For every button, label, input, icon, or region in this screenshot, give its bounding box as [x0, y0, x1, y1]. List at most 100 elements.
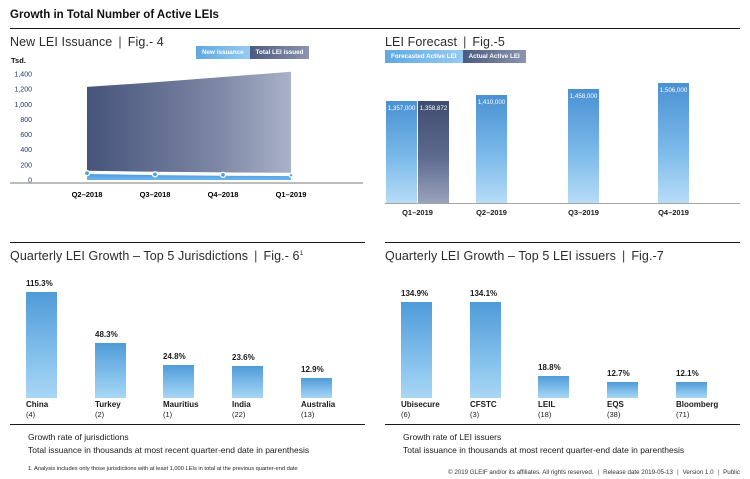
fig7-fig-number: Fig.-7 — [631, 249, 664, 263]
fig6-bottom-divider-line — [10, 424, 365, 425]
document-footer: © 2019 GLEIF and/or its affiliates. All … — [385, 469, 740, 476]
category-label: India (22) — [232, 400, 251, 419]
category-total: (4) — [26, 410, 36, 419]
bar-percentage-label: 115.3% — [26, 279, 53, 288]
category-name: Ubisecure — [401, 400, 440, 409]
bar-percentage-label: 134.1% — [470, 289, 498, 299]
category-label: Bloomberg (71) — [676, 400, 718, 419]
forecast-bar: 1,357,000 — [386, 101, 417, 203]
copyright-text: © 2019 GLEIF and/or its affiliates. All … — [448, 469, 594, 477]
bar-percentage-label: 23.6% — [232, 352, 255, 362]
bar-value-label: 1,357,000 — [387, 105, 416, 112]
category-name: LEIL — [538, 400, 556, 409]
x-axis-label: Q4–2019 — [658, 208, 689, 217]
y-axis-tick-label: 600 — [20, 132, 32, 139]
category-label: Mauritius (1) — [163, 400, 199, 419]
y-axis-unit-label: Tsd. — [11, 56, 26, 65]
y-axis-tick-label: 0 — [28, 178, 32, 185]
growth-bar — [163, 364, 194, 398]
fig4-fig-number: Fig.- 4 — [127, 35, 164, 49]
top-charts-row: New LEI Issuance | Fig.- 4 New issuance To… — [0, 29, 750, 242]
fig4-panel: New LEI Issuance | Fig.- 4 New issuance To… — [10, 29, 365, 242]
y-axis-tick-label: 1,400 — [14, 72, 32, 79]
fig6-panel: Quarterly LEI Growth – Top 5 Jurisdictio… — [10, 242, 365, 476]
fig4-title: New LEI Issuance | Fig.- 4 — [10, 35, 365, 49]
fig7-title: Quarterly LEI Growth – Top 5 LEI issuers… — [385, 249, 740, 263]
growth-bar — [676, 382, 707, 398]
bar-percentage-label: 12.1% — [676, 369, 699, 379]
fig7-category-labels: Ubisecure (6) CFSTC (3) LEIL (18) EQS (38) Bloom… — [385, 398, 740, 424]
growth-bar — [401, 302, 432, 398]
bar-value-label: 1,358,872 — [419, 104, 448, 112]
footer-divider: | — [676, 469, 679, 477]
fig5-panel: LEI Forecast | Fig.-5 Forecasted Active LE… — [385, 29, 740, 242]
footer-divider: | — [597, 469, 600, 477]
total-lei-issued-area — [87, 71, 291, 173]
x-axis-label: Q2–2018 — [72, 190, 103, 199]
fig6-note-line: Growth rate of jurisdictions — [28, 432, 129, 442]
category-total: (3) — [470, 410, 480, 419]
category-total: (38) — [607, 410, 621, 419]
fig6-fig-number: Fig.- 6 — [263, 249, 300, 263]
fig7-panel: Quarterly LEI Growth – Top 5 LEI issuers… — [385, 242, 740, 476]
new-lei-issuance-area-chart: Tsd. 0 200 400 600 800 1,000 1,200 1,400 Q2–201… — [10, 56, 363, 199]
fig6-footnote: 1. Analysis includes only those jurisdic… — [28, 466, 298, 473]
fig6-title-text: Quarterly LEI Growth – Top 5 Jurisdictio… — [10, 249, 249, 263]
y-axis-tick-label: 400 — [20, 147, 32, 154]
new-issuance-line — [86, 172, 292, 177]
bar-percentage-label: 12.7% — [607, 368, 630, 378]
section-divider-line — [385, 242, 740, 243]
title-divider: | — [254, 249, 258, 263]
fig5-title-text: LEI Forecast — [385, 35, 458, 49]
fig5-fig-number: Fig.-5 — [472, 35, 505, 49]
new-issuance-marker — [83, 170, 91, 177]
fig6-title: Quarterly LEI Growth – Top 5 Jurisdictio… — [10, 249, 365, 263]
fig5-x-axis-labels: Q1–2019 Q2–2019 Q3–2019 Q4–2019 — [385, 204, 740, 220]
y-axis-ticks: 0 200 400 600 800 1,000 1,200 1,400 — [14, 72, 32, 185]
header-divider-line — [10, 28, 740, 29]
y-axis-tick-label: 200 — [20, 162, 32, 169]
category-total: (2) — [95, 410, 105, 419]
bottom-charts-row: Quarterly LEI Growth – Top 5 Jurisdictio… — [0, 242, 750, 476]
report-header: Growth in Total Number of Active LEIs — [0, 0, 750, 29]
category-name: Australia — [301, 400, 336, 409]
bar-value-label: 1,506,000 — [659, 87, 688, 95]
new-issuance-area — [87, 173, 291, 180]
x-axis-label: Q2–2019 — [476, 208, 507, 217]
growth-bar — [26, 292, 57, 398]
title-divider: | — [621, 249, 626, 263]
category-name: India — [232, 400, 251, 409]
x-axis-label: Q1–2019 — [276, 190, 307, 199]
growth-bar — [470, 302, 501, 398]
category-label: LEIL (18) — [538, 400, 555, 419]
fig6-category-labels: China (4) Turkey (2) Mauritius (1) India (22) Au… — [10, 398, 365, 424]
x-axis-label: Q4–2018 — [208, 190, 239, 199]
category-name: Turkey — [95, 400, 121, 409]
category-name: CFSTC — [470, 400, 497, 409]
bar-percentage-label: 24.8% — [163, 351, 186, 361]
fig6-notes: Growth rate of jurisdictions Total issua… — [28, 431, 365, 457]
category-label: Turkey (2) — [95, 400, 121, 419]
section-divider-line — [10, 242, 365, 243]
actual-bar: 1,358,872 — [418, 100, 449, 203]
fig5-legend: Forecasted Active LEI Actual Active LEI — [385, 50, 526, 63]
category-label: Ubisecure (6) — [401, 400, 440, 419]
category-total: (6) — [401, 410, 411, 419]
page-title: Growth in Total Number of Active LEIs — [10, 9, 219, 21]
forecast-bar: 1,410,000 — [476, 94, 507, 203]
new-issuance-marker — [151, 171, 159, 178]
fig7-note-line: Growth rate of LEI issuers — [403, 432, 502, 442]
release-date: Release date 2019-05-13 — [603, 469, 673, 477]
bar-percentage-label: 12.9% — [301, 364, 324, 374]
bar-percentage-label: 134.9% — [401, 289, 429, 298]
bar-percentage-label: 48.3% — [95, 329, 118, 339]
category-total: (71) — [676, 410, 690, 419]
lei-forecast-bar-chart: 1,357,000 1,358,872 1,410,000 1,458,000 1,50… — [385, 78, 740, 204]
y-axis-tick-label: 800 — [20, 117, 32, 124]
footer-divider: | — [717, 469, 720, 477]
growth-bar — [301, 377, 332, 398]
fig7-notes: Growth rate of LEI issuers Total issuanc… — [403, 431, 740, 457]
fig5-title: LEI Forecast | Fig.-5 — [385, 35, 740, 49]
legend-item-actual-active-lei: Actual Active LEI — [462, 50, 526, 63]
category-name: Mauritius — [163, 400, 199, 409]
